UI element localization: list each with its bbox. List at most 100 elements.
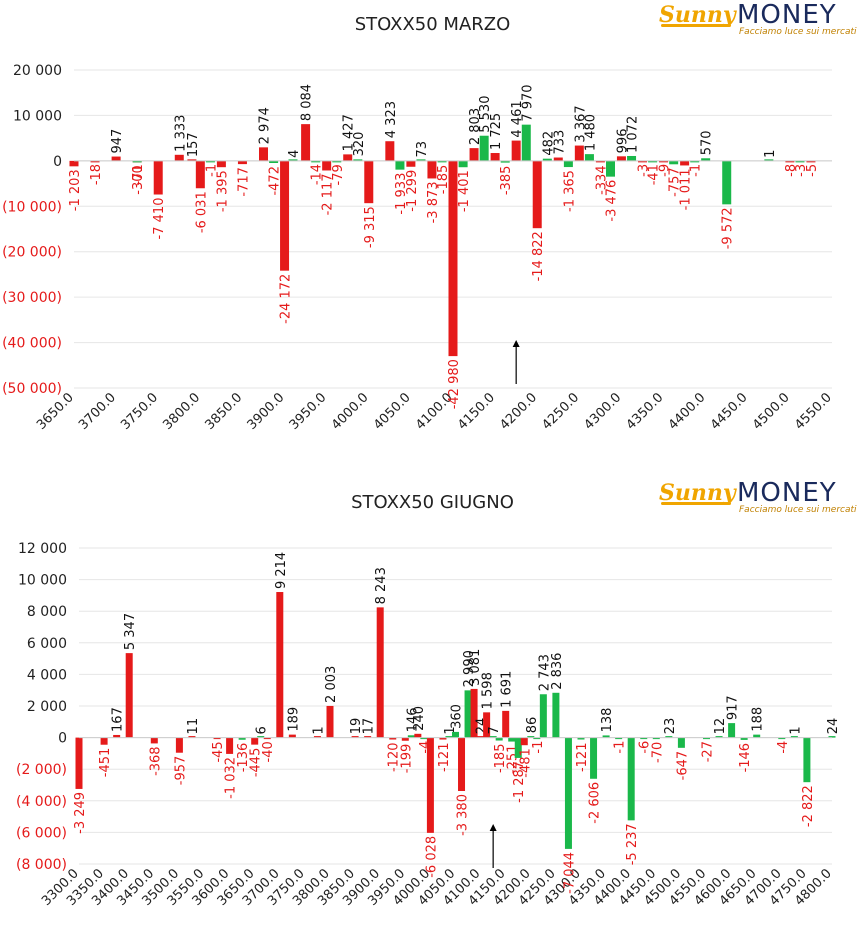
chart-panel-marzo: STOXX50 MARZO Sunny MONEY Facciamo luce … — [0, 0, 865, 460]
bar-green — [508, 737, 516, 742]
data-label: -27 — [701, 741, 716, 762]
bar-red — [469, 148, 479, 161]
bar-red — [90, 160, 100, 163]
bar-green — [795, 160, 805, 163]
y-tick-label: (50 000) — [2, 381, 62, 397]
bar-red — [502, 710, 510, 738]
data-label: 4 323 — [384, 101, 399, 138]
x-tick-label: 4050.0 — [371, 390, 414, 433]
data-label: -1 287 — [512, 761, 527, 803]
data-label: 1 — [311, 726, 326, 734]
data-label: 12 — [713, 718, 728, 735]
bar-green — [728, 723, 736, 738]
bar-red — [351, 736, 359, 738]
data-label: -40 — [261, 741, 276, 762]
bar-red — [448, 160, 458, 357]
bar-red — [259, 147, 268, 161]
bar-red — [439, 737, 447, 740]
bar-red — [364, 736, 372, 738]
data-label: -121 — [575, 743, 590, 773]
bar-red — [490, 153, 500, 161]
x-tick-label: 4000.0 — [329, 390, 372, 433]
data-label: 2 003 — [324, 666, 339, 703]
y-tick-label: 0 — [58, 731, 67, 747]
data-label: 3 081 — [468, 649, 483, 686]
data-label: -3 873 — [426, 181, 441, 223]
arrow-head-icon — [489, 824, 497, 831]
data-label: -7 044 — [562, 852, 577, 894]
bar-green — [527, 736, 535, 738]
bar-red — [553, 157, 563, 161]
data-label: -42 980 — [447, 359, 462, 409]
data-label: 2 836 — [550, 653, 565, 690]
bar-green — [677, 737, 685, 748]
data-label: 320 — [352, 132, 367, 157]
data-label: -71 — [131, 164, 146, 185]
data-label: -41 — [647, 164, 662, 185]
data-label: 360 — [450, 704, 465, 729]
y-tick-label: 8 000 — [27, 604, 67, 620]
bar-red — [385, 141, 395, 161]
logo-brand-money: MONEY — [737, 0, 837, 30]
data-label: -647 — [675, 751, 690, 781]
data-label: 5 347 — [123, 613, 138, 650]
y-tick-label: (8 000) — [16, 857, 67, 873]
y-tick-label: (4 000) — [16, 794, 67, 810]
data-label: -70 — [650, 742, 665, 763]
bar-green — [627, 737, 635, 821]
data-label: 240 — [412, 706, 427, 731]
bar-red — [188, 736, 196, 738]
bar-red — [520, 737, 528, 746]
bar-green — [257, 736, 265, 738]
bar-red — [150, 737, 158, 744]
data-label: 1 598 — [481, 672, 496, 709]
data-label: 1 — [788, 726, 803, 734]
data-label: -385 — [499, 166, 514, 196]
bar-red — [187, 159, 197, 161]
data-label: -185 — [493, 744, 508, 774]
bar-red — [427, 160, 437, 179]
data-label: -472 — [268, 166, 283, 196]
bar-red — [806, 160, 816, 163]
data-label: -7 410 — [152, 198, 167, 240]
bar-green — [353, 159, 363, 161]
bar-green — [703, 737, 710, 740]
bar-green — [311, 160, 321, 163]
data-label: -5 — [805, 164, 820, 177]
bar-red — [401, 737, 409, 741]
data-label: 1 — [443, 726, 458, 734]
bar-green — [563, 160, 573, 168]
data-label: 2 974 — [258, 107, 273, 144]
data-label: 1 691 — [500, 671, 515, 708]
data-label: -6 031 — [194, 191, 209, 233]
bar-green — [420, 737, 428, 740]
data-label: -1 395 — [215, 170, 230, 212]
bar-green — [500, 160, 510, 163]
bar-green — [238, 737, 246, 740]
data-label: -3 380 — [456, 794, 471, 836]
data-label: -120 — [387, 742, 402, 772]
data-label: -3 476 — [604, 180, 619, 222]
bar-green — [778, 737, 786, 740]
bar-green — [764, 159, 774, 161]
data-label: 86 — [525, 717, 540, 734]
data-label: -1 — [204, 164, 219, 177]
bar-green — [803, 737, 811, 783]
data-label: 73 — [415, 141, 430, 158]
data-label: 996 — [615, 129, 630, 154]
bar-green — [615, 737, 623, 740]
sunny-money-logo: Sunny MONEY Facciamo luce sui mercati — [659, 0, 859, 46]
data-label: -3 249 — [73, 792, 88, 834]
data-label: -1 — [531, 741, 546, 754]
bar-green — [437, 160, 447, 163]
bar-red — [406, 160, 416, 167]
bar-red — [100, 737, 108, 745]
bar-red — [113, 734, 121, 738]
sun-icon — [661, 24, 731, 27]
data-label: -6 — [638, 741, 653, 754]
bar-red — [616, 156, 626, 161]
x-tick-label: 4550.0 — [792, 390, 835, 433]
bar-red — [195, 160, 205, 189]
data-label: -717 — [236, 167, 251, 197]
y-tick-label: 0 — [53, 154, 62, 170]
